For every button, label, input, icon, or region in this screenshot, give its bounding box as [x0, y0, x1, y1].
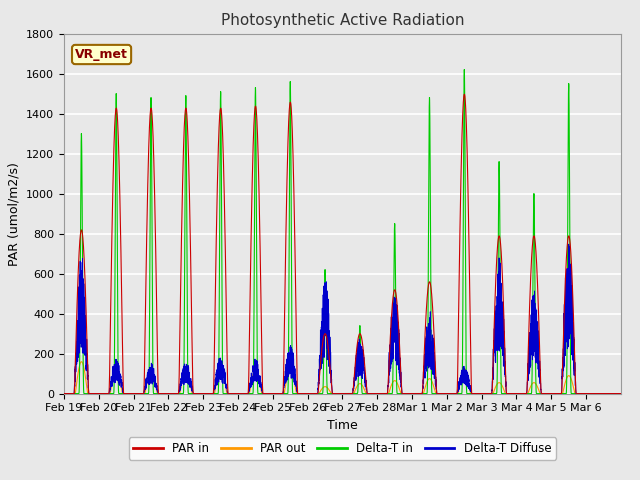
Y-axis label: PAR (umol/m2/s): PAR (umol/m2/s): [8, 162, 20, 265]
X-axis label: Time: Time: [327, 419, 358, 432]
Title: Photosynthetic Active Radiation: Photosynthetic Active Radiation: [221, 13, 464, 28]
Text: VR_met: VR_met: [75, 48, 128, 61]
Legend: PAR in, PAR out, Delta-T in, Delta-T Diffuse: PAR in, PAR out, Delta-T in, Delta-T Dif…: [129, 437, 556, 460]
